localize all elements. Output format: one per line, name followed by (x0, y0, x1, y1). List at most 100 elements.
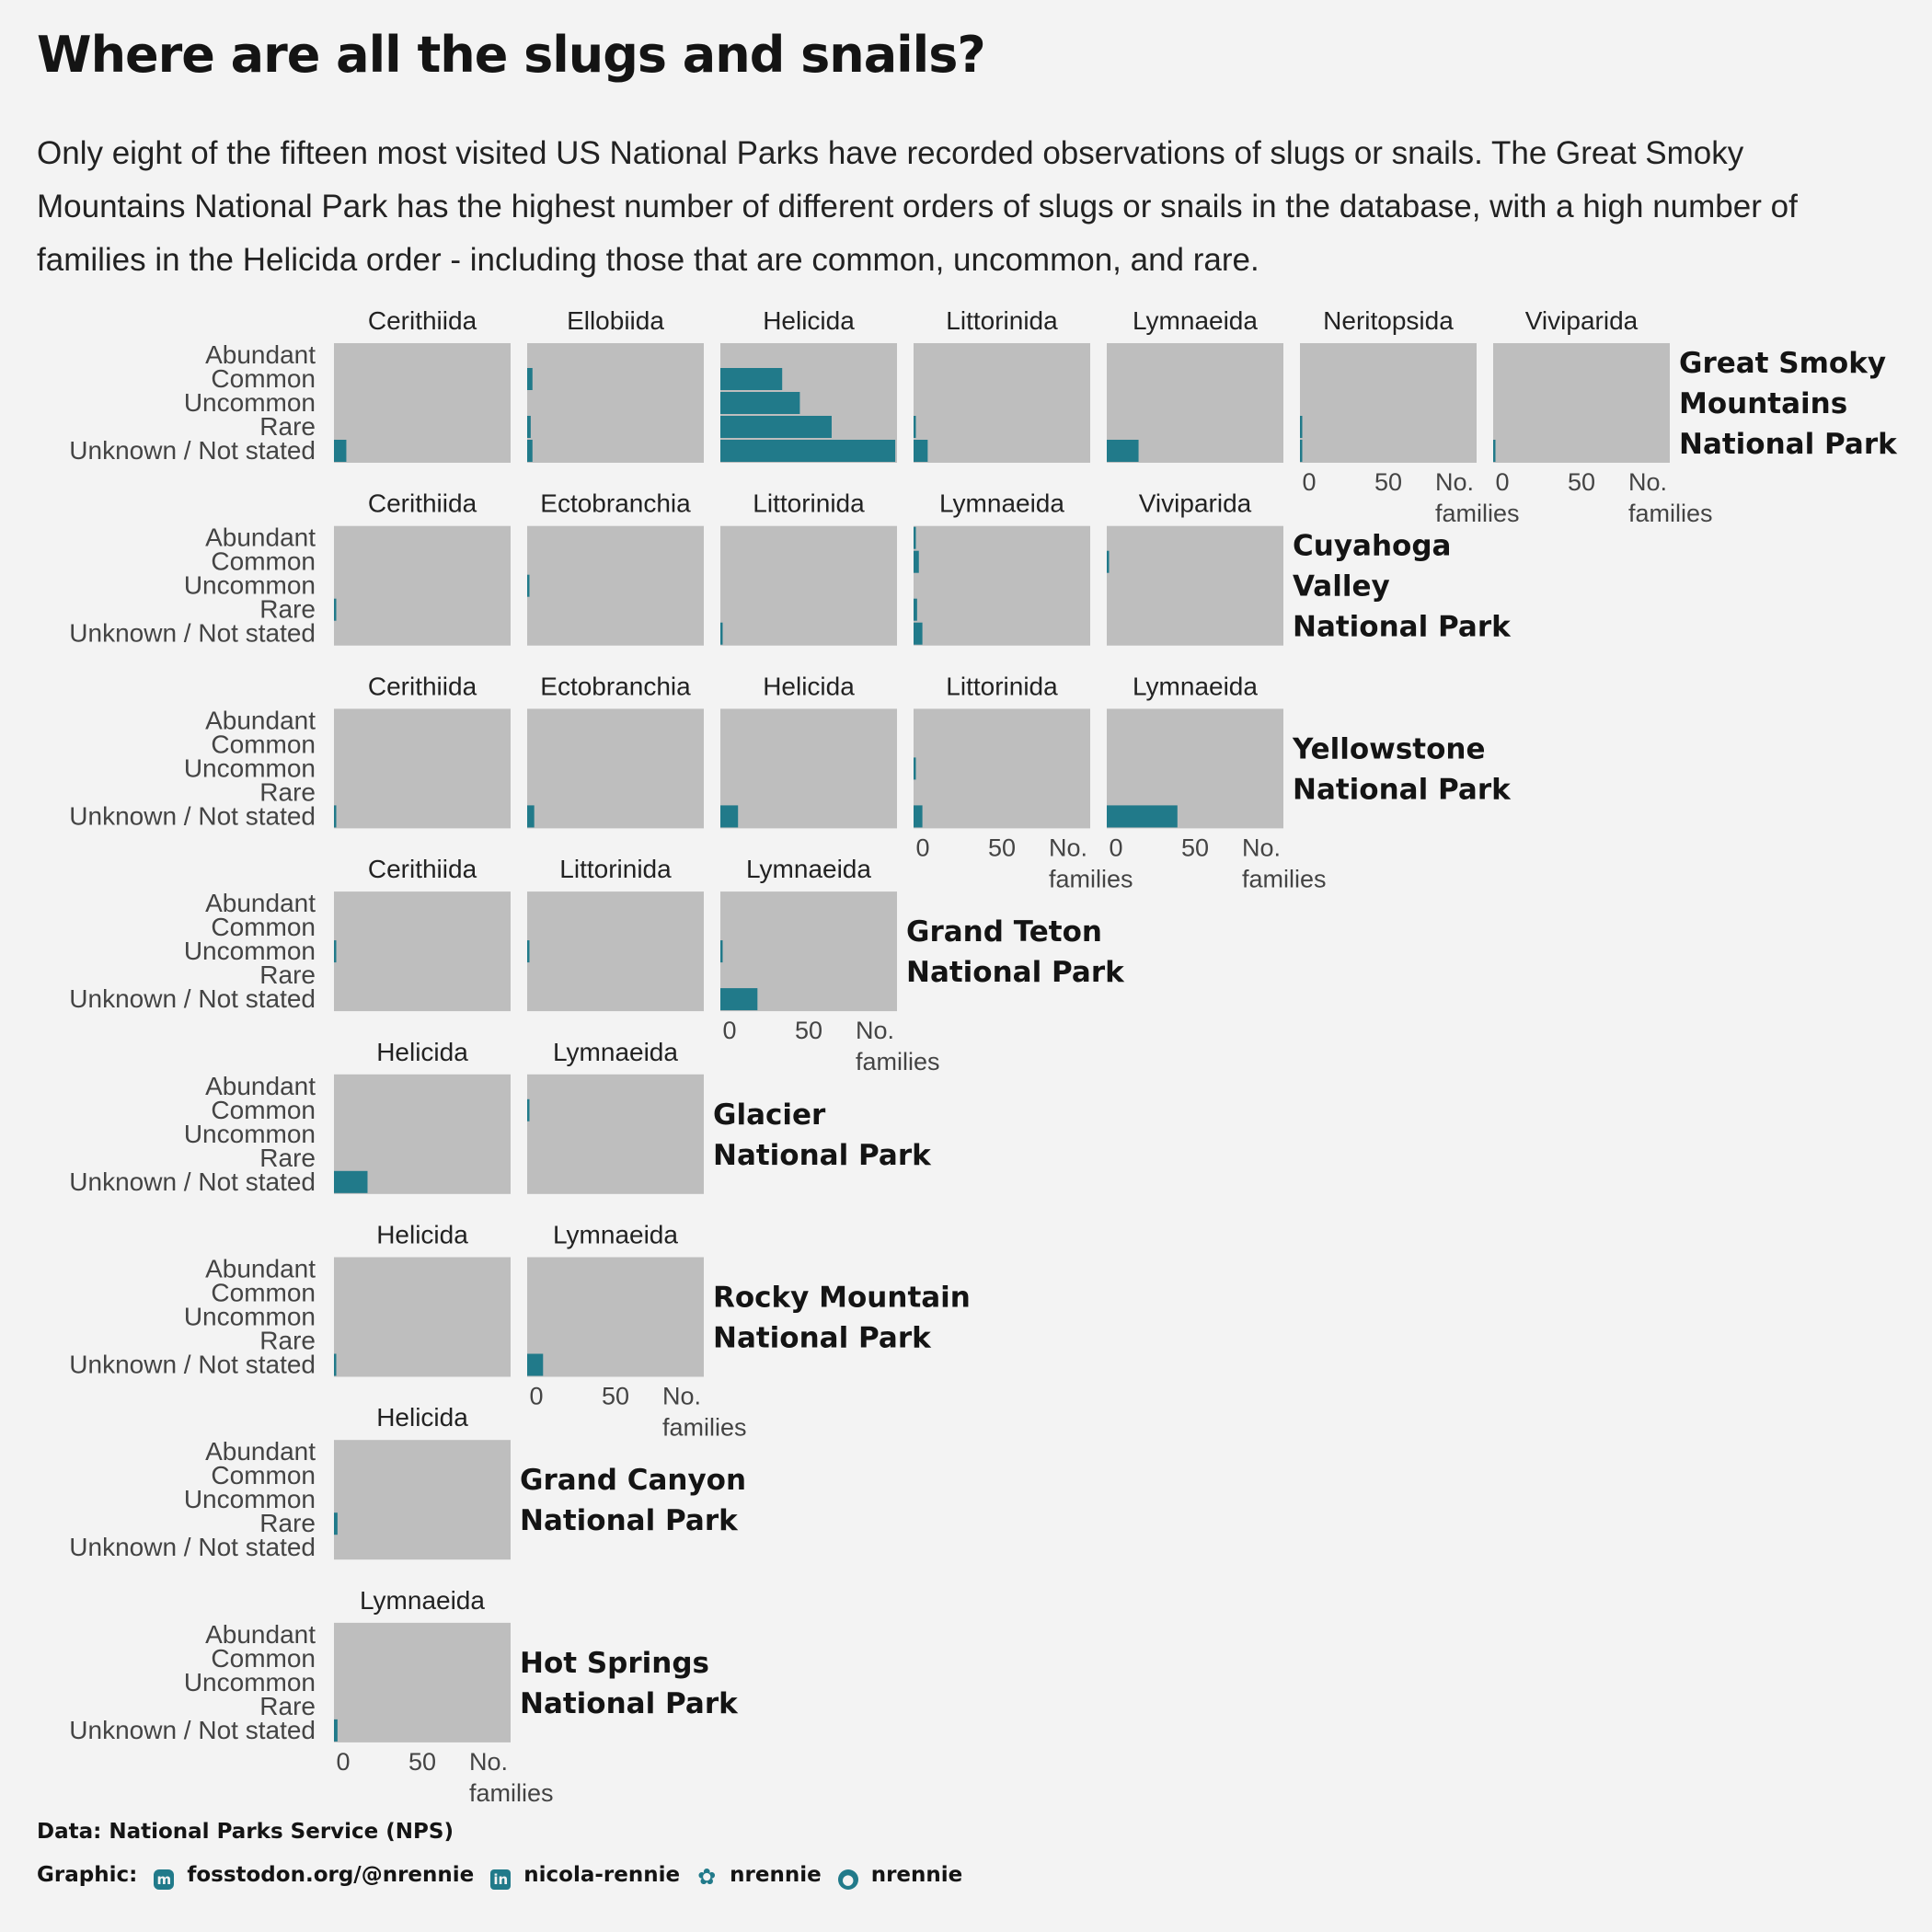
y-tick-label: Common (211, 1279, 316, 1307)
y-tick-label: Rare (259, 1509, 316, 1537)
y-tick-label: Common (211, 547, 316, 576)
park-label-glacier-national-park: Glacier (713, 1098, 826, 1132)
facet-title: Ellobiida (567, 306, 664, 335)
facet-title: Cerithiida (368, 489, 477, 518)
bar (914, 550, 919, 573)
bar (914, 622, 923, 645)
github-link[interactable]: nrennie (870, 1863, 963, 1887)
y-tick-label: Abundant (205, 1255, 316, 1283)
x-axis-label: families (662, 1414, 747, 1442)
y-tick-label: Uncommon (184, 1120, 316, 1148)
y-tick-label: Uncommon (184, 1303, 316, 1331)
facet-panel (1107, 525, 1283, 646)
y-tick-label: Unknown / Not stated (69, 801, 316, 830)
park-label-cuyahoga-valley-national-park: Cuyahoga (1293, 530, 1451, 563)
facet-title: Lymnaeida (939, 489, 1064, 518)
park-label-rocky-mountain-national-park: National Park (713, 1322, 932, 1355)
github-icon: ● (837, 1869, 858, 1890)
graphic-label: Graphic: (37, 1863, 138, 1887)
bar (1107, 805, 1178, 828)
park-label-cuyahoga-valley-national-park: National Park (1293, 611, 1512, 644)
x-axis-label: No. (1242, 834, 1281, 861)
facet-title: Cerithiida (368, 672, 477, 700)
bar (1300, 416, 1303, 438)
facet-panel (527, 1257, 704, 1377)
bar (1107, 550, 1110, 573)
x-tick-label: 0 (529, 1383, 543, 1410)
facet-panel (334, 891, 511, 1012)
facet-title: Lymnaeida (360, 1586, 485, 1615)
x-axis-label: No. (662, 1383, 701, 1410)
x-tick-label: 50 (988, 834, 1016, 861)
facet-title: Littorinida (946, 306, 1058, 335)
y-tick-label: Rare (259, 1144, 316, 1172)
y-tick-label: Abundant (205, 523, 316, 552)
y-tick-label: Common (211, 364, 316, 393)
y-tick-label: Common (211, 730, 316, 758)
chart-title: Where are all the slugs and snails? (37, 26, 986, 84)
data-credit: Data: National Parks Service (NPS) (37, 1820, 454, 1844)
y-tick-label: Rare (259, 595, 316, 624)
mastodon-icon: m (154, 1869, 175, 1890)
x-axis-label: families (1049, 865, 1133, 892)
facet-panel (1300, 343, 1477, 463)
bar (914, 757, 916, 780)
facet-title: Littorinida (946, 672, 1058, 700)
bar (334, 940, 337, 963)
y-tick-label: Uncommon (184, 388, 316, 417)
park-label-rocky-mountain-national-park: Rocky Mountain (713, 1282, 971, 1315)
park-label-grand-teton-national-park: Grand Teton (906, 915, 1102, 949)
y-tick-label: Abundant (205, 706, 316, 734)
bluesky-link[interactable]: nrennie (730, 1863, 822, 1887)
linkedin-icon: in (490, 1869, 512, 1890)
y-tick-label: Abundant (205, 1072, 316, 1100)
park-label-yellowstone-national-park: National Park (1293, 773, 1512, 806)
y-tick-label: Abundant (205, 1437, 316, 1466)
y-tick-label: Rare (259, 777, 316, 806)
y-tick-label: Abundant (205, 1620, 316, 1649)
x-tick-label: 0 (1495, 468, 1509, 496)
linkedin-link[interactable]: nicola-rennie (523, 1863, 681, 1887)
bar (334, 440, 347, 462)
y-tick-label: Uncommon (184, 571, 316, 600)
facet-title: Littorinida (559, 855, 672, 883)
bar (334, 805, 337, 828)
facet-panel (334, 343, 511, 463)
x-tick-label: 0 (722, 1017, 736, 1044)
facet-title: Helicida (763, 306, 855, 335)
y-tick-label: Abundant (205, 340, 316, 369)
x-axis-label: families (856, 1048, 940, 1075)
x-tick-label: 50 (1181, 834, 1209, 861)
y-tick-label: Unknown / Not stated (69, 1716, 316, 1744)
y-tick-label: Unknown / Not stated (69, 436, 316, 465)
bar (334, 1170, 368, 1193)
graphic-credit: Graphic: m fosstodon.org/@nrennie in nic… (37, 1863, 962, 1890)
bar (527, 574, 530, 597)
x-axis-label: families (469, 1779, 554, 1807)
park-label-grand-teton-national-park: National Park (906, 956, 1125, 989)
park-label-hot-springs-national-park: Hot Springs (520, 1647, 709, 1680)
x-axis-label: No. (856, 1017, 894, 1044)
park-label-great-smoky-mountains-national-park: Great Smoky (1679, 347, 1886, 380)
park-label-grand-canyon-national-park: Grand Canyon (520, 1464, 746, 1497)
bar (720, 416, 832, 438)
bar (720, 988, 758, 1011)
mastodon-link[interactable]: fosstodon.org/@nrennie (187, 1863, 475, 1887)
bar (527, 416, 531, 438)
bar (720, 940, 723, 963)
park-label-yellowstone-national-park: Yellowstone (1292, 732, 1485, 765)
bar (720, 440, 896, 462)
y-tick-label: Uncommon (184, 1668, 316, 1696)
facet-panel (334, 1622, 511, 1742)
x-tick-label: 50 (602, 1383, 629, 1410)
y-tick-label: Rare (259, 960, 316, 989)
bar (334, 1353, 337, 1376)
park-label-great-smoky-mountains-national-park: Mountains (1679, 387, 1847, 420)
facet-title: Littorinida (753, 489, 865, 518)
park-label-cuyahoga-valley-national-park: Valley (1293, 570, 1390, 604)
facet-title: Lymnaeida (1133, 672, 1258, 700)
y-tick-label: Abundant (205, 889, 316, 917)
facet-panel (720, 525, 897, 646)
bar (914, 598, 917, 621)
